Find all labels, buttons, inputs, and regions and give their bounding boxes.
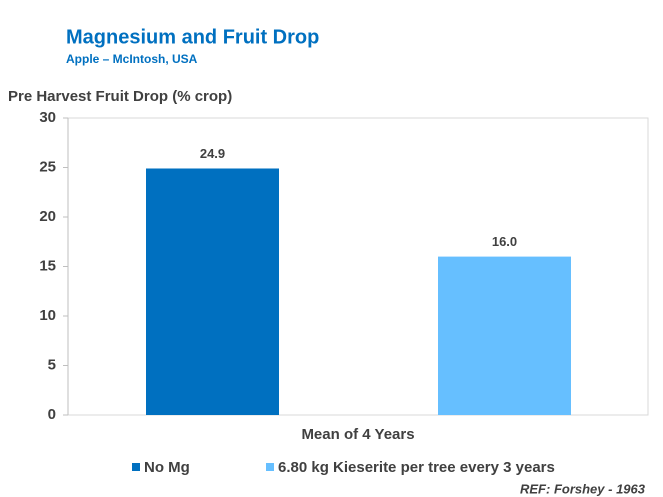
y-axis-label: Pre Harvest Fruit Drop (% crop) [8, 88, 232, 105]
chart-subtitle: Apple – McIntosh, USA [66, 52, 198, 66]
y-tick-label: 15 [39, 257, 56, 274]
y-tick-label: 0 [48, 406, 56, 423]
chart-title: Magnesium and Fruit Drop [66, 26, 319, 48]
bar [438, 256, 571, 415]
legend-swatch [132, 463, 140, 471]
x-tick-label: Mean of 4 Years [301, 426, 414, 443]
value-label: 24.9 [200, 146, 225, 161]
bar [146, 168, 279, 415]
y-tick-label: 20 [39, 208, 56, 225]
y-tick-label: 25 [39, 158, 56, 175]
y-tick-label: 5 [48, 356, 56, 373]
legend-swatch [266, 463, 274, 471]
y-tick-label: 10 [39, 307, 56, 324]
source: REF: Forshey - 1963 [520, 481, 646, 496]
legend-label: No Mg [144, 459, 190, 476]
value-label: 16.0 [492, 234, 517, 249]
y-tick-label: 30 [39, 109, 56, 126]
legend-label: 6.80 kg Kieserite per tree every 3 years [278, 459, 555, 476]
